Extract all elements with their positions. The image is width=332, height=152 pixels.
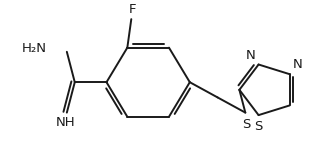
Text: S: S [242, 118, 251, 131]
Text: H₂N: H₂N [22, 41, 47, 55]
Text: S: S [254, 120, 263, 133]
Text: NH: NH [56, 116, 76, 129]
Text: F: F [128, 3, 136, 16]
Text: N: N [246, 49, 256, 62]
Text: N: N [292, 58, 302, 71]
